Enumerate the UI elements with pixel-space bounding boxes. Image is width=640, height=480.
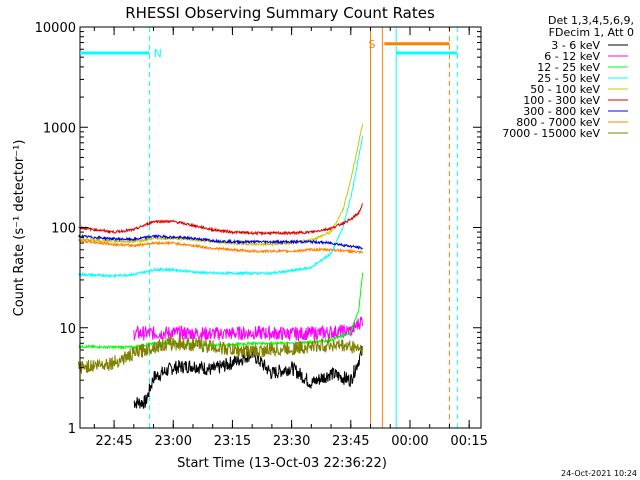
series-line bbox=[78, 124, 364, 248]
footer-date: 24-Oct-2021 10:24 bbox=[561, 469, 637, 478]
legend-entry-label: 12 - 25 keV bbox=[537, 61, 600, 74]
series-line bbox=[78, 238, 364, 255]
legend-entry-label: 300 - 800 keV bbox=[523, 105, 600, 118]
legend-entry-label: 3 - 6 keV bbox=[551, 39, 600, 52]
series-line bbox=[78, 203, 364, 237]
legend-entry-label: 7000 - 15000 keV bbox=[502, 127, 600, 140]
legend-header: FDecim 1, Att 0 bbox=[549, 26, 634, 39]
series-line bbox=[78, 233, 363, 250]
legend-entry-label: 800 - 7000 keV bbox=[516, 116, 600, 129]
x-tick-label: 23:45 bbox=[332, 434, 369, 449]
chart-title: RHESSI Observing Summary Count Rates bbox=[125, 4, 435, 22]
legend-entry-label: 25 - 50 keV bbox=[537, 72, 600, 85]
series-line bbox=[133, 316, 363, 343]
y-tick-label: 1000 bbox=[43, 121, 76, 136]
series-line bbox=[78, 336, 364, 374]
legend: Det 1,3,4,5,6,9,FDecim 1, Att 03 - 6 keV… bbox=[502, 14, 634, 140]
y-axis-label: Count Rate (s⁻¹ detector⁻¹) bbox=[12, 140, 27, 317]
x-tick-label: 00:15 bbox=[450, 434, 487, 449]
legend-entry-label: 50 - 100 keV bbox=[530, 83, 600, 96]
y-tick-label: 10 bbox=[59, 322, 76, 337]
axes: 1 10 100 1000 10000 22:45 23:00 23:15 23:30 23:45… bbox=[35, 21, 488, 449]
series-line bbox=[78, 136, 364, 279]
x-tick-label: 22:45 bbox=[95, 434, 132, 449]
y-tick-label: 100 bbox=[51, 222, 76, 237]
flag-label: N bbox=[154, 47, 162, 60]
x-tick-label: 23:30 bbox=[273, 434, 310, 449]
flags: NS bbox=[80, 38, 458, 60]
legend-entry-label: 100 - 300 keV bbox=[523, 94, 600, 107]
x-tick-label: 00:00 bbox=[391, 434, 428, 449]
flag-label: S bbox=[368, 38, 375, 51]
y-tick-label: 10000 bbox=[35, 21, 76, 36]
x-tick-label: 23:15 bbox=[214, 434, 251, 449]
legend-entry-label: 6 - 12 keV bbox=[544, 50, 600, 63]
series-layer bbox=[78, 124, 364, 409]
x-axis-label: Start Time (13-Oct-03 22:36:22) bbox=[177, 456, 387, 471]
x-tick-label: 23:00 bbox=[155, 434, 192, 449]
y-tick-label: 1 bbox=[68, 422, 76, 437]
legend-header: Det 1,3,4,5,6,9, bbox=[548, 14, 634, 27]
